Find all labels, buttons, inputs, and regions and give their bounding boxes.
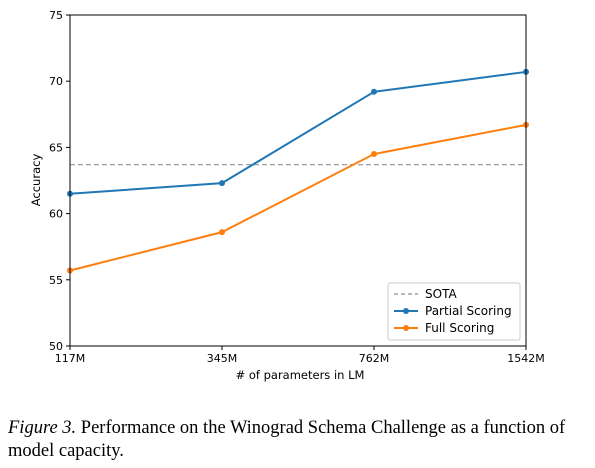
figure-caption-label: Figure 3. [8, 418, 77, 438]
x-tick-label: 762M [359, 352, 390, 365]
y-axis-label: Accuracy [29, 154, 43, 207]
series-line-1 [69, 123, 527, 272]
series-0-point [219, 180, 225, 187]
y-tick-label: 75 [49, 9, 63, 22]
legend-sota-label: SOTA [425, 287, 457, 301]
y-tick-label: 65 [49, 141, 63, 154]
y-tick-label: 70 [49, 75, 63, 88]
figure-caption-text: Performance on the Winograd Schema Chall… [8, 418, 566, 461]
y-tick-label: 60 [49, 208, 63, 221]
legend-full-marker [403, 325, 409, 331]
plot-frame [69, 14, 527, 347]
legend-full-label: Full Scoring [425, 321, 494, 335]
series-1-point [219, 229, 225, 236]
legend: SOTA Partial Scoring Full Scoring [387, 282, 521, 341]
x-tick-label: 117M [55, 352, 86, 365]
series-1-point [371, 151, 377, 158]
x-tick-label: 1542M [507, 352, 545, 365]
y-tick-label: 50 [49, 340, 63, 353]
legend-box [387, 282, 521, 341]
legend-partial-marker [403, 308, 409, 314]
x-axis-label: # of parameters in LM [236, 368, 365, 382]
figure-caption: Figure 3. Performance on the Winograd Sc… [8, 417, 588, 463]
series-0-point [371, 88, 377, 95]
y-tick-label: 55 [49, 274, 63, 287]
x-tick-label: 345M [207, 352, 238, 365]
legend-partial-label: Partial Scoring [425, 304, 512, 318]
series-line-0 [69, 70, 527, 195]
